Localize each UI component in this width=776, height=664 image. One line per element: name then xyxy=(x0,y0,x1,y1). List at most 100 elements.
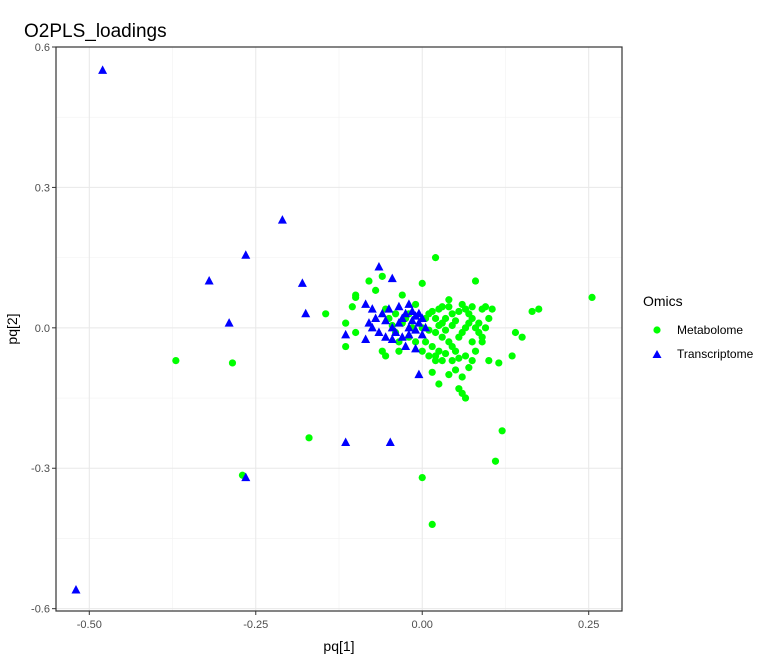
metabolome-point xyxy=(478,305,486,313)
transcriptome-point xyxy=(385,437,395,447)
legend-title: Omics xyxy=(643,293,683,309)
transcriptome-point xyxy=(381,315,391,325)
transcriptome-point xyxy=(374,261,384,271)
metabolome-point xyxy=(481,324,490,332)
metabolome-point xyxy=(431,254,440,262)
transcriptome-point xyxy=(224,318,234,327)
metabolome-point xyxy=(528,307,536,316)
metabolome-point xyxy=(342,319,350,327)
y-tick-label: 0.3 xyxy=(35,182,50,194)
transcriptome-point xyxy=(421,322,431,332)
metabolome-point xyxy=(398,291,406,299)
transcriptome-point xyxy=(387,322,397,332)
metabolome-point xyxy=(438,356,446,365)
transcriptome-point xyxy=(397,313,407,322)
metabolome-point xyxy=(428,368,436,376)
metabolome-point xyxy=(478,338,486,346)
metabolome-point xyxy=(431,314,440,323)
legend-label-transcriptome: Transcriptome xyxy=(677,347,754,361)
metabolome-point xyxy=(342,342,350,351)
metabolome-point xyxy=(348,303,356,311)
transcriptome-point xyxy=(384,304,394,313)
metabolome-point xyxy=(441,349,450,358)
y-tick-label: 0.6 xyxy=(35,42,50,54)
metabolome-point xyxy=(445,296,453,304)
metabolome-point xyxy=(418,347,426,355)
x-axis-ticks: -0.50 -0.25 0.00 0.25 xyxy=(77,611,599,631)
x-tick-label: 0.25 xyxy=(578,619,599,631)
x-axis-title: pq[1] xyxy=(323,638,354,654)
metabolome-point xyxy=(438,303,446,311)
transcriptome-point xyxy=(71,584,81,594)
metabolome-point xyxy=(455,307,463,316)
y-axis-ticks: -0.6 -0.3 0.0 0.3 0.6 xyxy=(31,42,56,616)
metabolome-point xyxy=(448,321,456,330)
metabolome-point xyxy=(428,520,436,529)
legend-key-metabolome xyxy=(653,326,661,334)
y-tick-label: 0.0 xyxy=(35,323,50,335)
metabolome-point xyxy=(471,277,480,285)
metabolome-point xyxy=(495,359,503,367)
transcriptome-point xyxy=(361,299,371,308)
metabolome-point xyxy=(435,321,443,330)
metabolome-point xyxy=(382,352,390,360)
plot-border xyxy=(55,46,623,612)
metabolome-point xyxy=(172,356,180,365)
transcriptome-point xyxy=(277,215,287,224)
metabolome-point xyxy=(228,359,237,367)
transcriptome-point xyxy=(204,276,214,285)
metabolome-point xyxy=(588,293,596,302)
metabolome-point xyxy=(352,328,360,337)
transcriptome-point xyxy=(367,322,377,332)
metabolome-point xyxy=(451,366,460,374)
metabolome-point xyxy=(475,328,483,337)
transcriptome-point xyxy=(377,308,387,318)
metabolome-point xyxy=(425,352,433,360)
metabolome-point xyxy=(365,277,373,285)
metabolome-point xyxy=(468,356,476,365)
metabolome-point xyxy=(421,338,430,346)
legend-label-metabolome: Metabolome xyxy=(677,323,743,337)
metabolome-point xyxy=(322,310,330,318)
metabolome-point xyxy=(305,434,313,442)
metabolome-point xyxy=(518,333,526,341)
metabolome-point xyxy=(372,286,380,294)
metabolome-point xyxy=(451,347,460,355)
metabolome-series xyxy=(172,254,596,529)
metabolome-point xyxy=(485,356,493,365)
transcriptome-series xyxy=(71,65,431,594)
metabolome-point xyxy=(445,303,453,311)
legend: Omics Metabolome Transcriptome xyxy=(643,293,754,361)
metabolome-point xyxy=(428,342,436,351)
transcriptome-point xyxy=(391,327,401,337)
transcriptome-point xyxy=(241,472,251,482)
metabolome-point xyxy=(458,300,466,309)
metabolome-point xyxy=(461,394,470,402)
legend-key-transcriptome xyxy=(652,350,662,358)
metabolome-point xyxy=(468,303,476,311)
transcriptome-point xyxy=(241,250,251,259)
transcriptome-point xyxy=(374,327,384,337)
transcriptome-point xyxy=(407,315,417,325)
metabolome-point xyxy=(418,474,426,482)
metabolome-point xyxy=(441,326,450,334)
metabolome-point xyxy=(392,310,400,318)
metabolome-point xyxy=(448,356,456,365)
transcriptome-point xyxy=(297,278,307,287)
x-tick-label: -0.50 xyxy=(77,619,102,631)
transcriptome-point xyxy=(417,329,427,339)
transcriptome-point xyxy=(387,334,397,344)
chart-title: O2PLS_loadings xyxy=(24,21,167,42)
metabolome-point xyxy=(461,352,470,360)
transcriptome-point xyxy=(404,322,414,332)
transcriptome-point xyxy=(404,329,414,339)
transcriptome-point xyxy=(401,341,411,351)
metabolome-point xyxy=(411,338,420,346)
metabolome-point xyxy=(465,310,473,318)
transcriptome-point xyxy=(364,318,374,327)
y-tick-label: -0.6 xyxy=(31,604,50,616)
transcriptome-point xyxy=(387,273,397,283)
metabolome-point xyxy=(395,347,403,355)
metabolome-point xyxy=(458,373,466,381)
